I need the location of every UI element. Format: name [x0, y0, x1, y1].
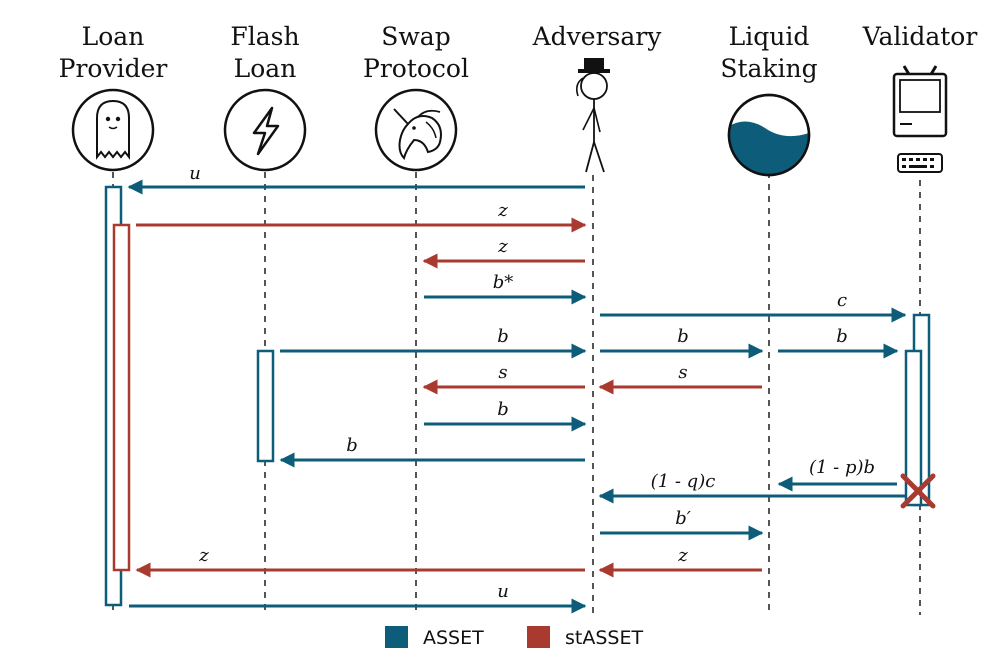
actor-label-flash-line2: Loan [234, 54, 297, 83]
legend-swatch-stasset [527, 626, 550, 648]
actor-label-loan-line1: Loan [82, 22, 145, 51]
legend-label-asset: ASSET [423, 627, 484, 649]
message-label: b [497, 399, 509, 420]
message-label: b [677, 326, 689, 347]
lightning-icon [223, 88, 307, 172]
message-label: (1 - p)b [809, 457, 875, 478]
legend: ASSET stASSET [385, 626, 643, 649]
message-label: u [189, 163, 201, 184]
message-label: z [677, 545, 688, 566]
message-label: c [837, 290, 847, 311]
legend-label-stasset: stASSET [565, 627, 643, 649]
message-label: b [497, 326, 509, 347]
legend-swatch-asset [385, 626, 408, 648]
actor-label-liquid-line2: Staking [720, 54, 817, 83]
cross-icon [900, 473, 936, 509]
actor-label-flash-line1: Flash [230, 22, 299, 51]
lifelines [112, 172, 921, 615]
message-label: (1 - q)c [651, 471, 716, 492]
liquid-ball-icon [727, 93, 811, 177]
computer-icon [892, 65, 948, 173]
message-label: b [836, 326, 848, 347]
actor-label-adversary: Adversary [532, 22, 663, 51]
message-label: s [678, 362, 687, 383]
actor-label-liquid-line1: Liquid [729, 22, 810, 51]
message-label: z [198, 545, 209, 566]
message-label: z [497, 236, 508, 257]
actor-label-validator: Validator [862, 22, 978, 51]
actor-label-swap-line2: Protocol [363, 54, 469, 83]
message-label: z [497, 200, 508, 221]
message-label: b [346, 435, 358, 456]
messages: u z z b* c b b b s s b b (1 - p)b (1 - q… [127, 163, 907, 614]
message-label: u [497, 581, 509, 602]
message-label: b* [493, 272, 514, 293]
actor-label-loan-line2: Provider [59, 54, 168, 83]
actor-label-swap-line1: Swap [381, 22, 450, 51]
actor-labels: Loan Provider Flash Loan Swap Protocol A… [59, 22, 978, 83]
message-label: b′ [675, 508, 691, 529]
activation-bars [104, 185, 931, 607]
activation-flash [256, 349, 275, 463]
message-label: s [498, 362, 507, 383]
unicorn-icon [374, 88, 458, 172]
stick-figure-icon [576, 58, 610, 173]
ghost-icon [71, 88, 155, 172]
activation-loan-stasset [112, 223, 131, 572]
activation-validator-inner [904, 349, 923, 507]
